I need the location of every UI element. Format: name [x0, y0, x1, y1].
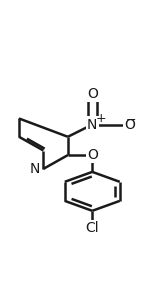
Text: N: N	[87, 118, 97, 132]
Text: O: O	[87, 87, 98, 101]
Text: O: O	[87, 148, 98, 162]
Text: −: −	[126, 114, 136, 127]
Text: Cl: Cl	[85, 221, 99, 235]
Text: N: N	[30, 162, 40, 176]
Text: O: O	[124, 118, 135, 132]
Text: +: +	[95, 112, 106, 125]
